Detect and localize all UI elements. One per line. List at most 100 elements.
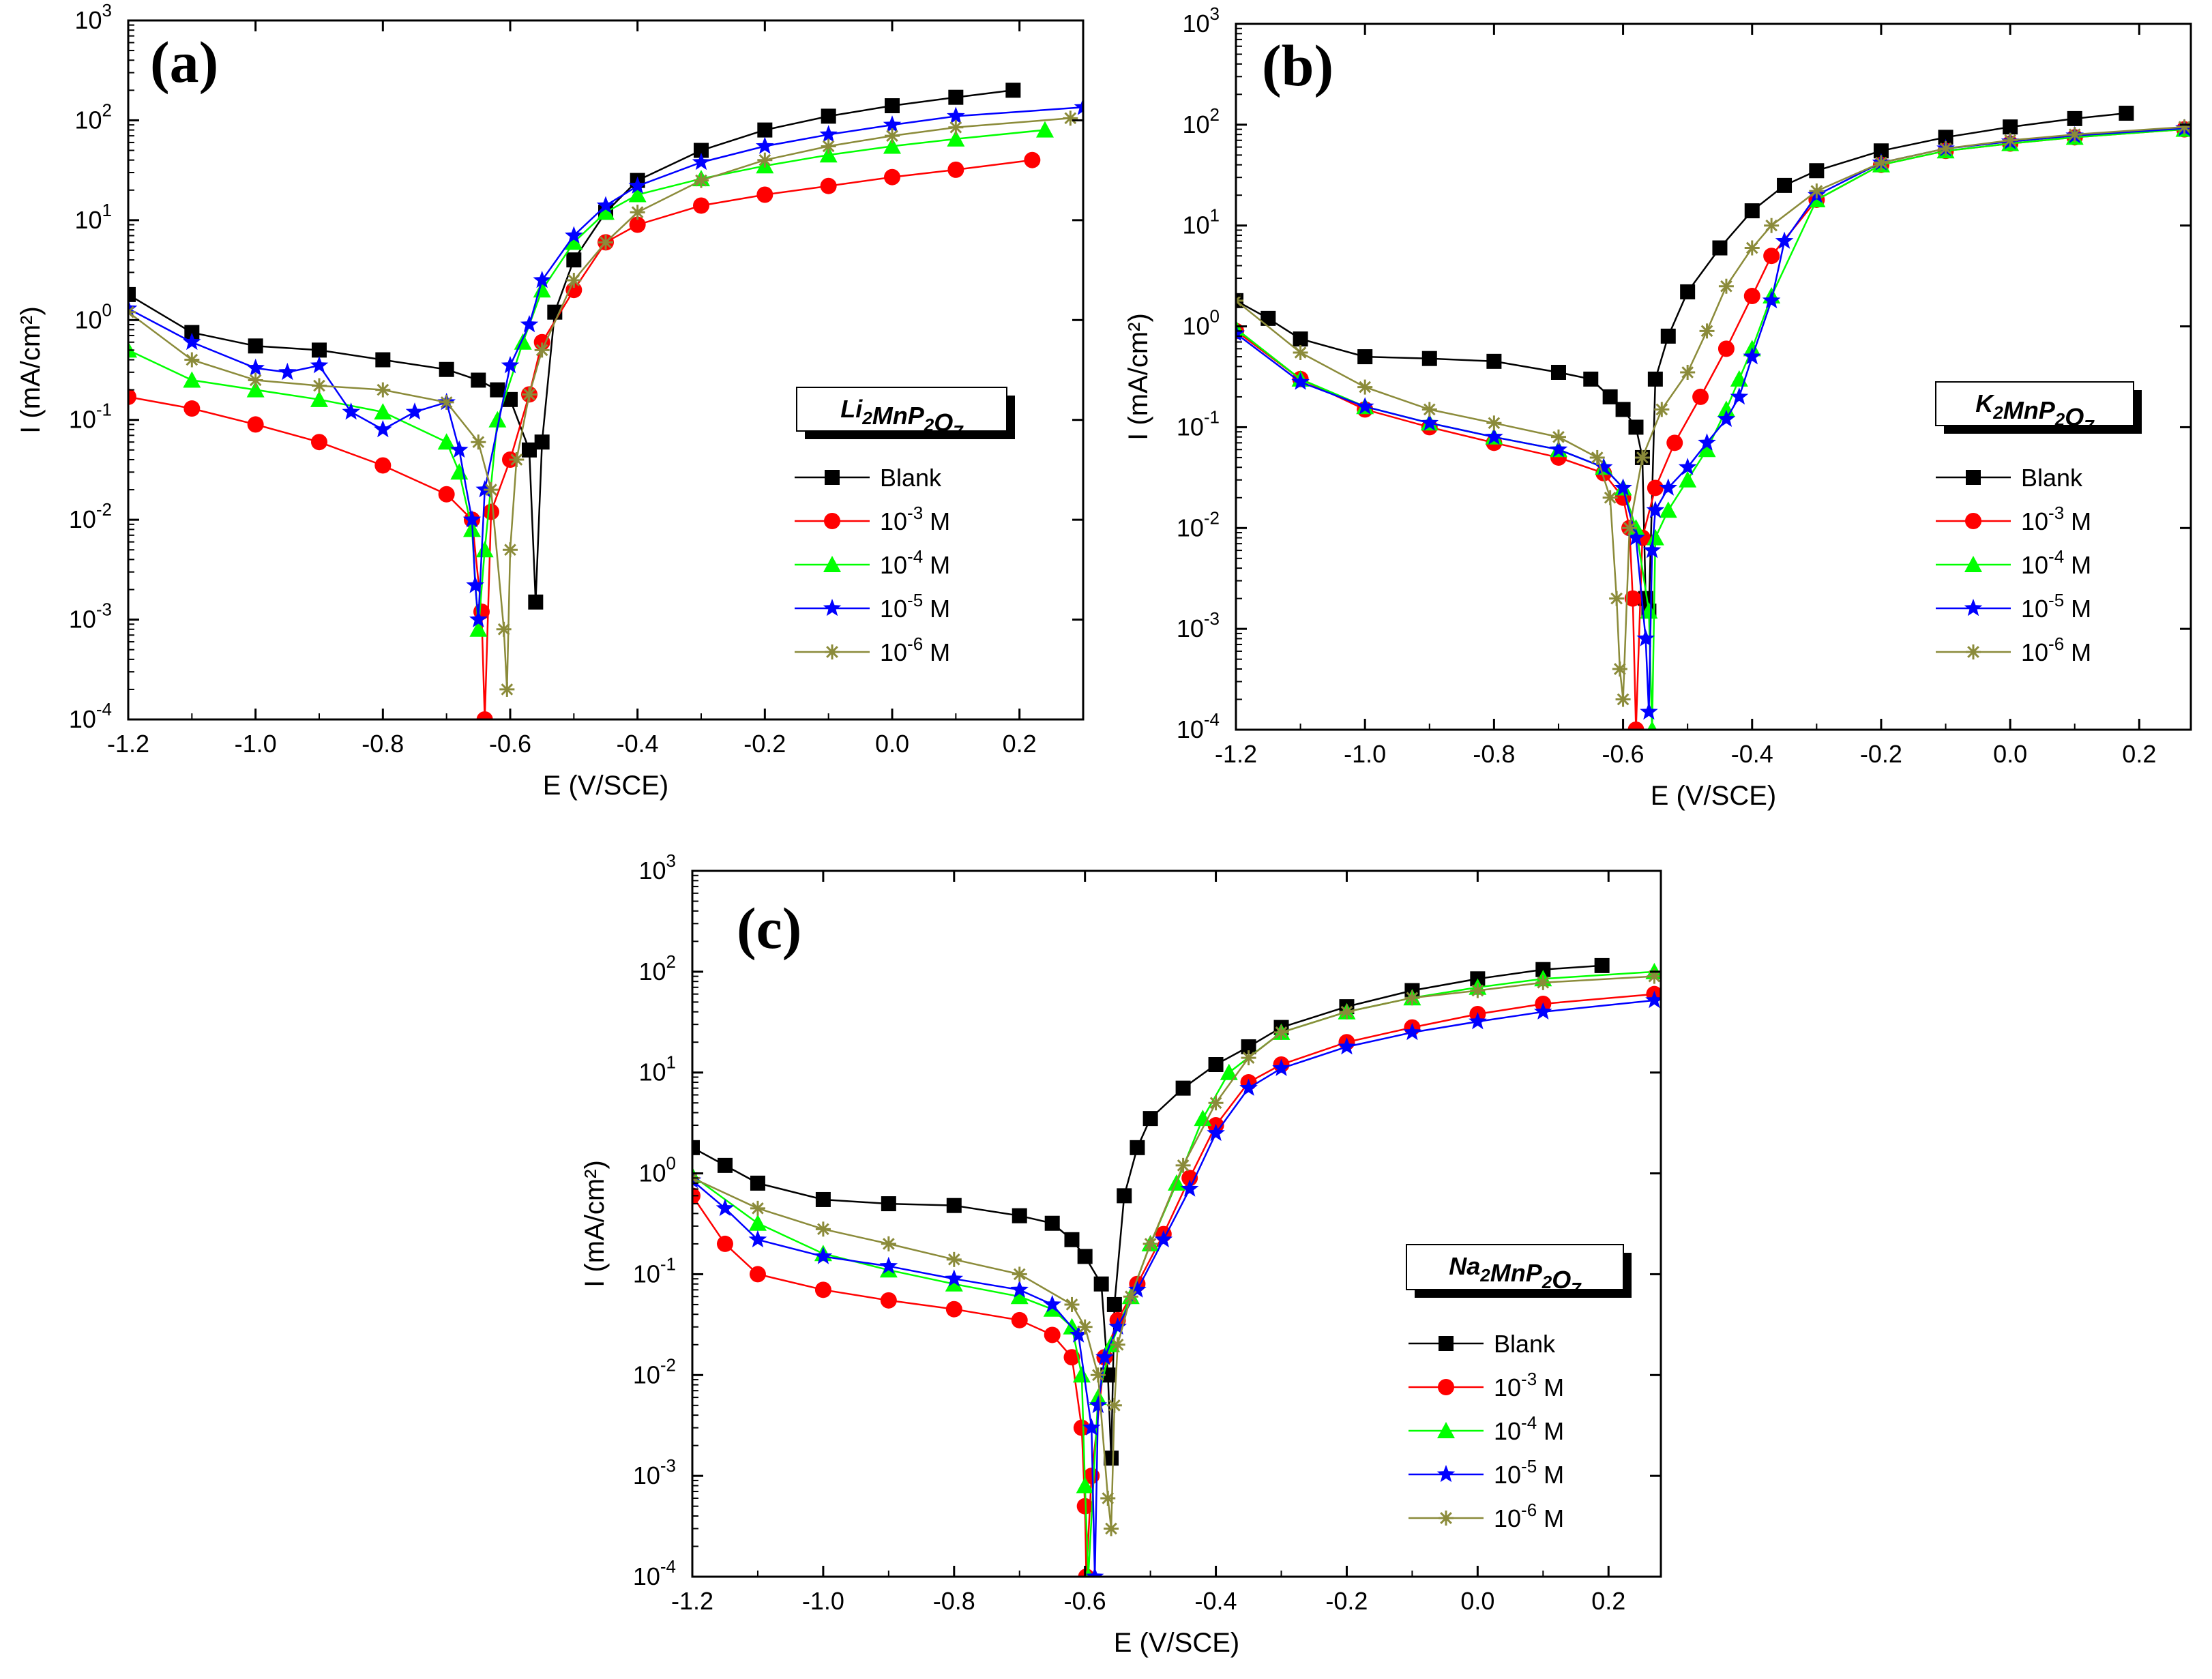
chart-panel-a: -1.2 -1.0 -0.8 -0.6 -0.4 -0.2 0.0 0.2 10-4 10-3 10… bbox=[16, 0, 1085, 801]
data-point bbox=[1550, 429, 1566, 445]
data-point bbox=[945, 1269, 964, 1287]
data-point bbox=[438, 486, 455, 503]
legend-marker bbox=[1439, 1336, 1454, 1351]
legend-entry-0: Blank bbox=[795, 464, 942, 492]
data-point bbox=[310, 356, 329, 374]
asterisk-stroke bbox=[128, 306, 134, 314]
data-point bbox=[1469, 1012, 1487, 1030]
data-point bbox=[1093, 1276, 1109, 1292]
y-axis-title: I (mA/cm²) bbox=[580, 1160, 610, 1288]
x-tick-label: -1.2 bbox=[1215, 740, 1257, 768]
asterisk-stroke bbox=[1105, 1522, 1117, 1535]
data-point bbox=[1012, 1266, 1027, 1282]
data-point bbox=[1082, 1418, 1101, 1436]
data-point bbox=[183, 332, 201, 351]
data-point bbox=[1130, 1140, 1145, 1155]
asterisk-stroke bbox=[510, 454, 523, 466]
data-point bbox=[374, 403, 392, 420]
data-point bbox=[885, 98, 900, 114]
asterisk-stroke bbox=[886, 130, 898, 142]
data-point bbox=[1357, 379, 1373, 395]
asterisk-stroke bbox=[1655, 403, 1668, 416]
asterisk-stroke bbox=[1236, 294, 1242, 302]
data-point bbox=[1355, 397, 1374, 415]
data-point bbox=[1220, 1063, 1238, 1080]
data-point bbox=[1718, 278, 1734, 294]
data-point bbox=[128, 304, 136, 320]
legend-label: 10-5 M bbox=[880, 590, 950, 623]
data-point bbox=[1873, 143, 1889, 159]
y-tick-label: 101 bbox=[1182, 205, 1220, 239]
data-point bbox=[1106, 1397, 1122, 1413]
x-tick-label: 0.0 bbox=[1460, 1587, 1494, 1615]
x-tick-label: -0.4 bbox=[1195, 1587, 1237, 1615]
plot-area bbox=[1236, 106, 2191, 730]
data-point bbox=[311, 434, 327, 451]
data-point bbox=[1010, 1288, 1029, 1305]
data-point bbox=[1123, 1289, 1138, 1305]
asterisk-stroke bbox=[1013, 1268, 1026, 1281]
data-point bbox=[694, 173, 709, 188]
data-point bbox=[947, 161, 964, 178]
data-point bbox=[1679, 471, 1697, 488]
data-point bbox=[879, 1256, 898, 1274]
data-point bbox=[1404, 990, 1420, 1006]
data-point bbox=[1044, 1215, 1060, 1231]
data-point bbox=[183, 400, 201, 417]
asterisk-stroke bbox=[1591, 451, 1604, 464]
asterisk-stroke bbox=[1236, 299, 1242, 307]
y-tick-label: 10-3 bbox=[1177, 608, 1220, 642]
asterisk-stroke bbox=[822, 140, 835, 153]
data-point bbox=[1594, 458, 1613, 475]
data-point bbox=[503, 391, 518, 407]
data-point bbox=[1236, 293, 1243, 308]
data-point bbox=[628, 176, 647, 194]
legend-label: 10-3 M bbox=[2021, 503, 2091, 535]
axes-frame bbox=[691, 870, 1662, 1578]
data-point bbox=[1628, 419, 1644, 435]
data-point bbox=[566, 252, 582, 268]
asterisk-stroke bbox=[1359, 381, 1372, 393]
y-tick-label: 10-1 bbox=[69, 400, 112, 434]
data-point bbox=[1602, 389, 1618, 404]
x-tick-label: -1.2 bbox=[671, 1587, 713, 1615]
asterisk-stroke bbox=[1613, 663, 1626, 675]
asterisk-stroke bbox=[758, 153, 771, 166]
data-point bbox=[1744, 203, 1760, 219]
data-point bbox=[1627, 722, 1645, 730]
data-point bbox=[246, 381, 265, 398]
data-point bbox=[1291, 372, 1310, 390]
data-point bbox=[1077, 1319, 1093, 1335]
y-tick-label: 10-3 bbox=[69, 599, 112, 634]
data-point bbox=[1241, 1039, 1256, 1054]
data-point bbox=[1104, 1521, 1119, 1536]
data-point bbox=[184, 352, 200, 368]
legend-marker bbox=[823, 599, 842, 616]
asterisk-stroke bbox=[501, 683, 514, 696]
x-tick-label: -0.2 bbox=[1860, 740, 1902, 768]
data-point bbox=[1207, 1123, 1225, 1142]
asterisk-stroke bbox=[1406, 992, 1419, 1005]
data-point bbox=[692, 1140, 700, 1155]
data-point bbox=[1763, 248, 1780, 265]
data-point bbox=[815, 1221, 831, 1237]
data-point bbox=[1678, 458, 1697, 475]
data-point bbox=[565, 226, 583, 243]
asterisk-stroke bbox=[1471, 984, 1484, 997]
series-line-1 bbox=[128, 159, 1033, 719]
y-tick-label: 10-1 bbox=[633, 1253, 676, 1288]
asterisk-stroke bbox=[485, 484, 497, 496]
data-point bbox=[278, 362, 297, 381]
asterisk-stroke bbox=[440, 396, 453, 408]
data-point bbox=[1043, 1294, 1061, 1313]
data-point bbox=[1775, 231, 1794, 249]
data-point bbox=[1180, 1179, 1199, 1197]
legend-entry-1: 10-3 M bbox=[1409, 1369, 1564, 1401]
legend-label: 10-6 M bbox=[880, 634, 950, 666]
data-point bbox=[692, 153, 711, 170]
data-point bbox=[1612, 661, 1627, 677]
data-point bbox=[885, 128, 900, 144]
asterisk-stroke bbox=[1939, 142, 1952, 155]
y-tick-label: 103 bbox=[74, 0, 112, 34]
legend-label: 10-4 M bbox=[880, 546, 950, 579]
